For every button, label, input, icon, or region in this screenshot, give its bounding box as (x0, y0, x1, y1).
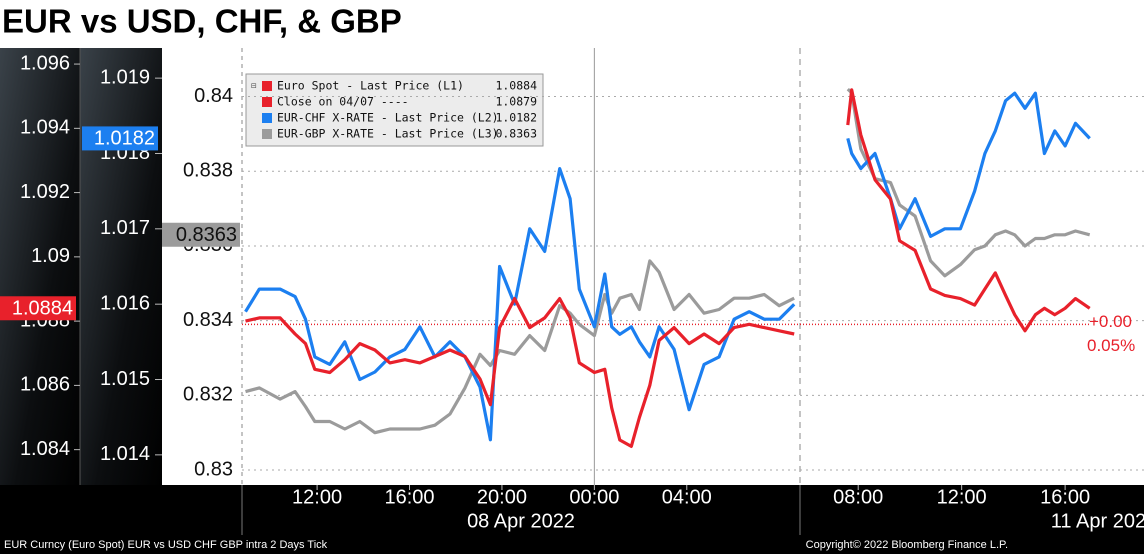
series-line (846, 88, 1091, 333)
y2-tick-label: 1.014 (100, 443, 150, 465)
y2-tick-label: 1.017 (100, 217, 150, 239)
y-tick-label: 1.096 (20, 52, 70, 74)
series-line (244, 167, 796, 442)
y-tick-label: 1.084 (20, 438, 70, 460)
chart-title: EUR vs USD, CHF, & GBP (2, 3, 402, 40)
y3-tick-label: 0.838 (183, 160, 233, 182)
series-line (245, 259, 795, 435)
annotation: +0.00 (1089, 312, 1132, 331)
y-tick-label: 1.09 (31, 245, 70, 267)
legend-value: 1.0182 (495, 111, 537, 125)
x-tick-label: 08:00 (833, 486, 883, 508)
y2-tick-label: 1.019 (100, 66, 150, 88)
x-tick-label: 12:00 (292, 486, 342, 508)
y-tick-label: 1.092 (20, 181, 70, 203)
x-tick-label: 04:00 (662, 486, 712, 508)
last-value-tag (0, 296, 76, 321)
y2-tick-label: 1.016 (100, 292, 150, 314)
x-tick-label: 20:00 (477, 486, 527, 508)
date-label: 11 Apr 2022 (1051, 510, 1144, 532)
date-label: 08 Apr 2022 (467, 510, 575, 532)
axis-panel-l2 (80, 48, 162, 485)
legend-swatch (262, 97, 272, 107)
plot-lines (244, 87, 1091, 448)
legend-label: EUR-GBP X-RATE - Last Price (L3) (277, 127, 499, 141)
x-tick-label: 16:00 (384, 486, 434, 508)
x-tick-label: 16:00 (1040, 486, 1090, 508)
legend-value: 0.8363 (495, 127, 537, 141)
series-line (245, 297, 795, 448)
y3-tick-label: 0.83 (194, 458, 233, 480)
legend-toggle: ⊟ (251, 82, 256, 92)
annotation: 0.05% (1087, 336, 1135, 355)
y-tick-label: 1.094 (20, 117, 70, 139)
last-value-label: 1.0884 (12, 298, 73, 320)
title-band (0, 0, 1144, 48)
legend (245, 73, 544, 147)
y-tick-label: 1.086 (20, 374, 70, 396)
y3-tick-label: 0.84 (194, 85, 233, 107)
legend-label: Close on 04/07 ---- (277, 95, 409, 109)
legend-label: Euro Spot - Last Price (L1) (277, 79, 464, 93)
y2-tick-label: 1.015 (100, 368, 150, 390)
legend-swatch (262, 113, 272, 123)
last-value-label: 0.8363 (176, 224, 237, 246)
legend-value: 1.0884 (495, 79, 537, 93)
legend-swatch (262, 81, 272, 91)
last-value-tag (162, 222, 240, 247)
series-line (846, 91, 1091, 238)
x-tick-label: 12:00 (937, 486, 987, 508)
copyright: Copyright© 2022 Bloomberg Finance L.P. (806, 539, 1008, 551)
y3-tick-label: 0.832 (183, 384, 233, 406)
axis-panel-l1 (0, 48, 80, 485)
last-value-tag (82, 126, 158, 151)
bottom-band (0, 485, 1144, 554)
legend-swatch (262, 129, 272, 139)
last-value-label: 1.0182 (94, 128, 155, 150)
x-tick-label: 00:00 (569, 486, 619, 508)
y3-tick-label: 0.834 (183, 309, 233, 331)
legend-value: 1.0879 (495, 95, 537, 109)
source: EUR Curncy (Euro Spot) EUR vs USD CHF GB… (4, 539, 328, 551)
legend-label: EUR-CHF X-RATE - Last Price (L2) (277, 111, 499, 125)
